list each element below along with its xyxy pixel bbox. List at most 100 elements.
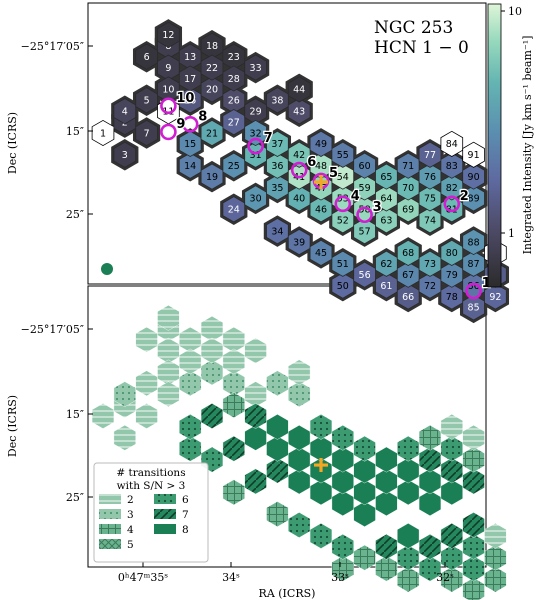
hex-label: 61	[380, 281, 392, 292]
source-label: 8	[198, 109, 207, 124]
source-label: 4	[351, 189, 360, 204]
hex-label: 28	[228, 74, 240, 85]
hex-label: 91	[468, 150, 480, 161]
hex-label: 30	[250, 194, 262, 205]
top-y-axis: −25°17′05″ 15″ 25″ Dec (ICRS)	[6, 40, 93, 221]
hex-label: 60	[359, 161, 371, 172]
source-circle	[334, 195, 352, 213]
hex-label: 52	[337, 216, 349, 227]
hex-label: 25	[228, 161, 240, 172]
transition-hex	[484, 544, 507, 571]
center-cross	[314, 458, 328, 473]
source-label: 9	[176, 117, 185, 132]
hex-label: 14	[184, 161, 196, 172]
hex-label: 48	[315, 161, 327, 172]
y-tick-label: 25″	[66, 491, 84, 504]
legend-swatch	[99, 494, 121, 504]
y-tick-label: −25°17′05″	[21, 323, 84, 336]
transition-hex	[244, 337, 267, 364]
hex-label: 43	[293, 107, 305, 118]
source-circle	[465, 282, 482, 300]
source-circle	[443, 195, 461, 213]
transition-hex	[266, 501, 289, 527]
hex-label: 76	[424, 172, 436, 183]
hex-cell	[440, 130, 464, 157]
chart-subtitle: HCN 1 − 0	[374, 38, 469, 58]
hex-label: 44	[293, 85, 305, 96]
transition-hex	[462, 512, 485, 538]
legend-swatch	[154, 494, 176, 504]
hex-label: 54	[337, 172, 349, 183]
x-tick-label: 33ˢ	[331, 571, 349, 584]
source-circle	[160, 97, 177, 115]
hex-label: 18	[206, 41, 218, 52]
hex-cell	[244, 119, 267, 147]
hex-label: 66	[402, 292, 414, 303]
colorbar: 10 1 Integrated Intensity [Jy km s⁻¹ bea…	[487, 3, 534, 288]
hex-label: 23	[228, 52, 240, 63]
transition-hex	[462, 468, 485, 495]
hex-label: 84	[446, 139, 458, 150]
hex-label: 80	[446, 248, 458, 259]
hex-label: 83	[446, 161, 458, 172]
transition-hex	[331, 533, 354, 560]
hex-cell	[266, 130, 289, 157]
hex-label: 45	[315, 248, 327, 259]
hex-label: 3	[122, 150, 128, 161]
hex-label: 10	[162, 85, 174, 96]
transition-hex	[440, 414, 463, 440]
hex-label: 12	[162, 30, 174, 41]
legend-label: 4	[127, 524, 134, 536]
hex-label: 73	[424, 259, 436, 270]
transition-hex	[288, 512, 311, 538]
hex-label: 26	[228, 96, 240, 107]
hex-label: 88	[468, 237, 480, 248]
hex-label: 36	[271, 161, 283, 172]
hex-cell	[353, 152, 376, 179]
hex-label: 39	[293, 237, 305, 248]
hex-label: 50	[337, 281, 349, 292]
source-circle	[290, 161, 308, 179]
legend-title: # transitions	[116, 467, 185, 479]
hex-label: 37	[271, 139, 283, 150]
hex-cell	[462, 185, 485, 212]
source-circle	[356, 206, 373, 224]
hex-label: 64	[380, 194, 392, 205]
hex-label: 5	[144, 96, 150, 107]
y-axis-label: Dec (ICRS)	[6, 395, 19, 457]
transition-hex	[266, 414, 289, 440]
source-label: 3	[373, 200, 382, 215]
hex-label: 51	[337, 259, 349, 270]
hex-label: 27	[228, 117, 240, 128]
hex-label: 16	[184, 96, 196, 107]
hex-label: 1	[100, 128, 106, 139]
legend-swatch	[99, 509, 121, 519]
hex-cell	[287, 98, 311, 125]
hex-label: 85	[468, 303, 480, 314]
hex-label: 74	[424, 216, 436, 227]
transition-hex	[397, 523, 420, 549]
transition-hex	[484, 566, 507, 593]
hex-cell	[157, 21, 180, 48]
hex-label: 13	[184, 52, 196, 63]
hex-label: 35	[271, 183, 283, 194]
legend-swatch	[99, 524, 121, 534]
hex-label: 32	[250, 128, 262, 139]
transition-hex	[484, 523, 507, 549]
transition-hex	[462, 446, 485, 473]
legend-swatch	[154, 509, 176, 519]
hex-label: 78	[446, 292, 458, 303]
beam-marker	[101, 263, 113, 275]
legend-title: with S/N > 3	[117, 480, 186, 492]
hex-label: 34	[271, 226, 283, 237]
hex-label: 63	[380, 216, 392, 227]
colorbar-label: Integrated Intensity [Jy km s⁻¹ beam⁻¹]	[521, 36, 534, 255]
center-cross	[314, 175, 328, 190]
hex-label: 57	[359, 226, 371, 237]
transition-hex	[462, 424, 485, 451]
y-tick-label: 25″	[66, 208, 84, 221]
hex-label: 24	[228, 205, 240, 216]
hex-label: 82	[446, 183, 458, 194]
transitions-hex-map	[91, 305, 507, 600]
